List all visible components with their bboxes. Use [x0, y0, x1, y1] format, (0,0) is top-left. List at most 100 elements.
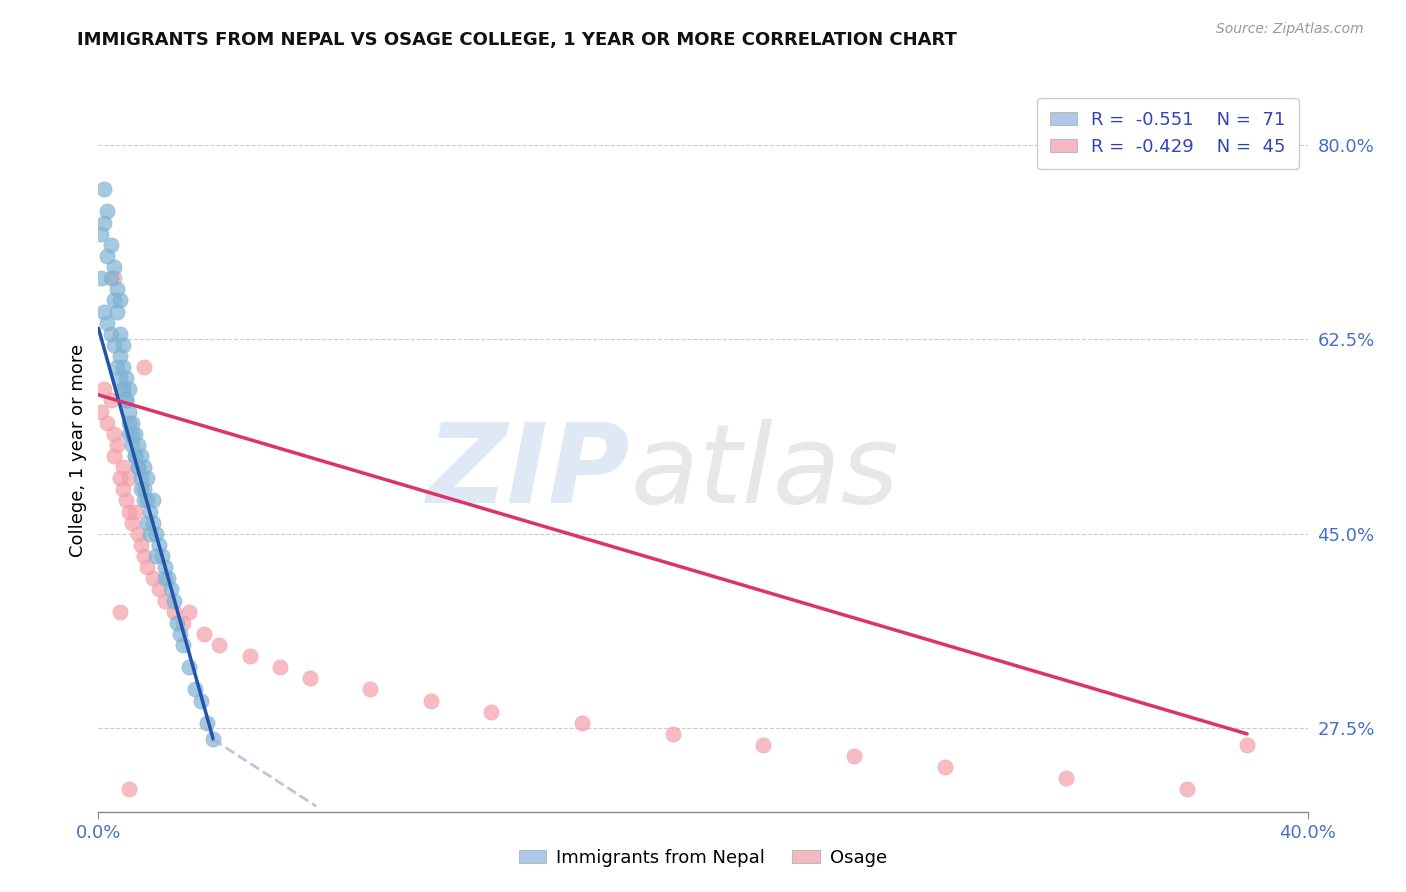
Point — [114, 393, 136, 408]
Point — [111, 460, 134, 475]
Point — [108, 326, 131, 341]
Point — [108, 349, 131, 363]
Point — [121, 416, 143, 430]
Point — [105, 360, 128, 375]
Point — [360, 682, 382, 697]
Point — [103, 449, 125, 463]
Point — [118, 471, 141, 485]
Point — [132, 460, 155, 475]
Point — [108, 605, 131, 619]
Point — [124, 505, 146, 519]
Point — [100, 237, 122, 252]
Point — [1054, 772, 1077, 786]
Point — [93, 182, 115, 196]
Point — [100, 326, 122, 341]
Point — [129, 538, 152, 552]
Point — [127, 460, 149, 475]
Point — [114, 393, 136, 408]
Point — [139, 505, 162, 519]
Text: atlas: atlas — [630, 418, 898, 525]
Point — [90, 404, 112, 418]
Point — [179, 660, 201, 674]
Point — [108, 371, 131, 385]
Point — [166, 615, 188, 630]
Point — [179, 605, 201, 619]
Point — [129, 483, 152, 497]
Point — [153, 593, 176, 607]
Point — [132, 493, 155, 508]
Point — [132, 360, 155, 375]
Point — [111, 338, 134, 352]
Point — [132, 549, 155, 563]
Text: IMMIGRANTS FROM NEPAL VS OSAGE COLLEGE, 1 YEAR OR MORE CORRELATION CHART: IMMIGRANTS FROM NEPAL VS OSAGE COLLEGE, … — [77, 31, 957, 49]
Point — [160, 582, 183, 597]
Point — [135, 471, 157, 485]
Point — [193, 627, 215, 641]
Point — [96, 316, 118, 330]
Point — [90, 271, 112, 285]
Text: ZIP: ZIP — [427, 418, 630, 525]
Point — [100, 271, 122, 285]
Point — [124, 449, 146, 463]
Point — [142, 516, 165, 530]
Point — [239, 649, 262, 664]
Point — [96, 204, 118, 219]
Point — [93, 304, 115, 318]
Point — [96, 416, 118, 430]
Point — [118, 404, 141, 418]
Point — [163, 593, 186, 607]
Point — [124, 426, 146, 441]
Point — [103, 338, 125, 352]
Point — [96, 249, 118, 263]
Point — [752, 738, 775, 752]
Point — [184, 682, 207, 697]
Point — [142, 493, 165, 508]
Point — [105, 304, 128, 318]
Point — [111, 360, 134, 375]
Point — [129, 471, 152, 485]
Point — [105, 438, 128, 452]
Point — [172, 638, 194, 652]
Point — [103, 260, 125, 274]
Point — [172, 615, 194, 630]
Text: Source: ZipAtlas.com: Source: ZipAtlas.com — [1216, 22, 1364, 37]
Point — [93, 216, 115, 230]
Point — [118, 416, 141, 430]
Point — [111, 382, 134, 396]
Point — [111, 382, 134, 396]
Point — [135, 516, 157, 530]
Point — [135, 560, 157, 574]
Point — [118, 782, 141, 797]
Point — [934, 760, 956, 774]
Point — [103, 293, 125, 308]
Point — [121, 426, 143, 441]
Point — [142, 571, 165, 585]
Point — [114, 371, 136, 385]
Point — [148, 538, 170, 552]
Point — [153, 571, 176, 585]
Point — [148, 582, 170, 597]
Point — [129, 449, 152, 463]
Point — [163, 605, 186, 619]
Point — [103, 271, 125, 285]
Point — [571, 715, 593, 730]
Point — [145, 526, 167, 541]
Point — [139, 526, 162, 541]
Point — [135, 493, 157, 508]
Point — [127, 438, 149, 452]
Point — [108, 293, 131, 308]
Point — [127, 460, 149, 475]
Point — [299, 671, 322, 685]
Point — [420, 693, 443, 707]
Y-axis label: College, 1 year or more: College, 1 year or more — [69, 344, 87, 557]
Point — [661, 727, 683, 741]
Point — [481, 705, 503, 719]
Point — [169, 627, 191, 641]
Legend: Immigrants from Nepal, Osage: Immigrants from Nepal, Osage — [512, 842, 894, 874]
Point — [127, 526, 149, 541]
Point — [103, 426, 125, 441]
Point — [93, 382, 115, 396]
Point — [118, 382, 141, 396]
Point — [121, 438, 143, 452]
Point — [132, 483, 155, 497]
